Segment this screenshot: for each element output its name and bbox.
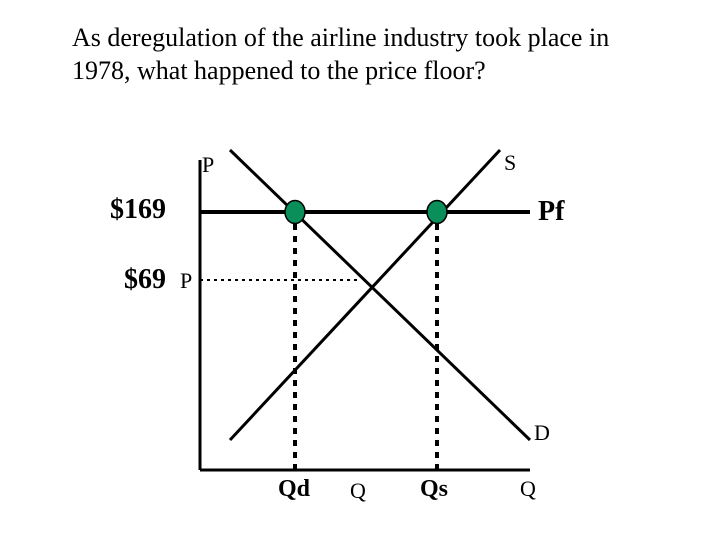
price-eq-value: $69 <box>124 264 166 296</box>
pf-label: Pf <box>538 196 564 228</box>
p-axis-label: P <box>202 152 214 178</box>
supply-curve <box>230 150 500 440</box>
p-eq-label: P <box>180 268 192 294</box>
supply-demand-chart: P S Pf D Q $169 $69 P Qd Q Qs <box>100 140 620 510</box>
demand-curve <box>230 150 530 440</box>
q-axis-label: Q <box>520 476 536 502</box>
question-text: As deregulation of the airline industry … <box>72 22 632 87</box>
qeq-label: Q <box>350 478 366 504</box>
qs-marker <box>427 201 447 224</box>
qd-marker <box>285 201 305 224</box>
supply-label: S <box>504 150 516 176</box>
slide: As deregulation of the airline industry … <box>0 0 720 540</box>
qd-label: Qd <box>278 476 310 503</box>
qs-label: Qs <box>420 476 448 503</box>
price-floor-value: $169 <box>110 194 166 226</box>
demand-label: D <box>534 420 550 446</box>
